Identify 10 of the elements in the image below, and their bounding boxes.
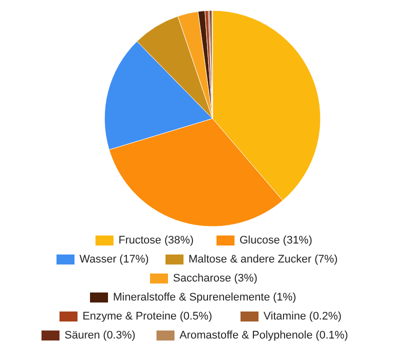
legend-label: Glucose (31%) [240,234,312,246]
legend-label: Enzyme & Proteine (0.5%) [82,310,212,322]
legend-label: Maltose & andere Zucker (7%) [188,254,338,266]
legend-label: Mineralstoffe & Spurenelemente (1%) [113,292,296,304]
legend-label: Vitamine (0.2%) [264,310,342,322]
legend-label: Saccharose (3%) [173,272,258,284]
legend-label: Aromastoffe & Polyphenole (0.1%) [180,330,348,342]
legend-label: Wasser (17%) [80,254,149,266]
legend-label: Säuren (0.3%) [64,330,136,342]
legend-label: Fructose (38%) [118,234,194,246]
